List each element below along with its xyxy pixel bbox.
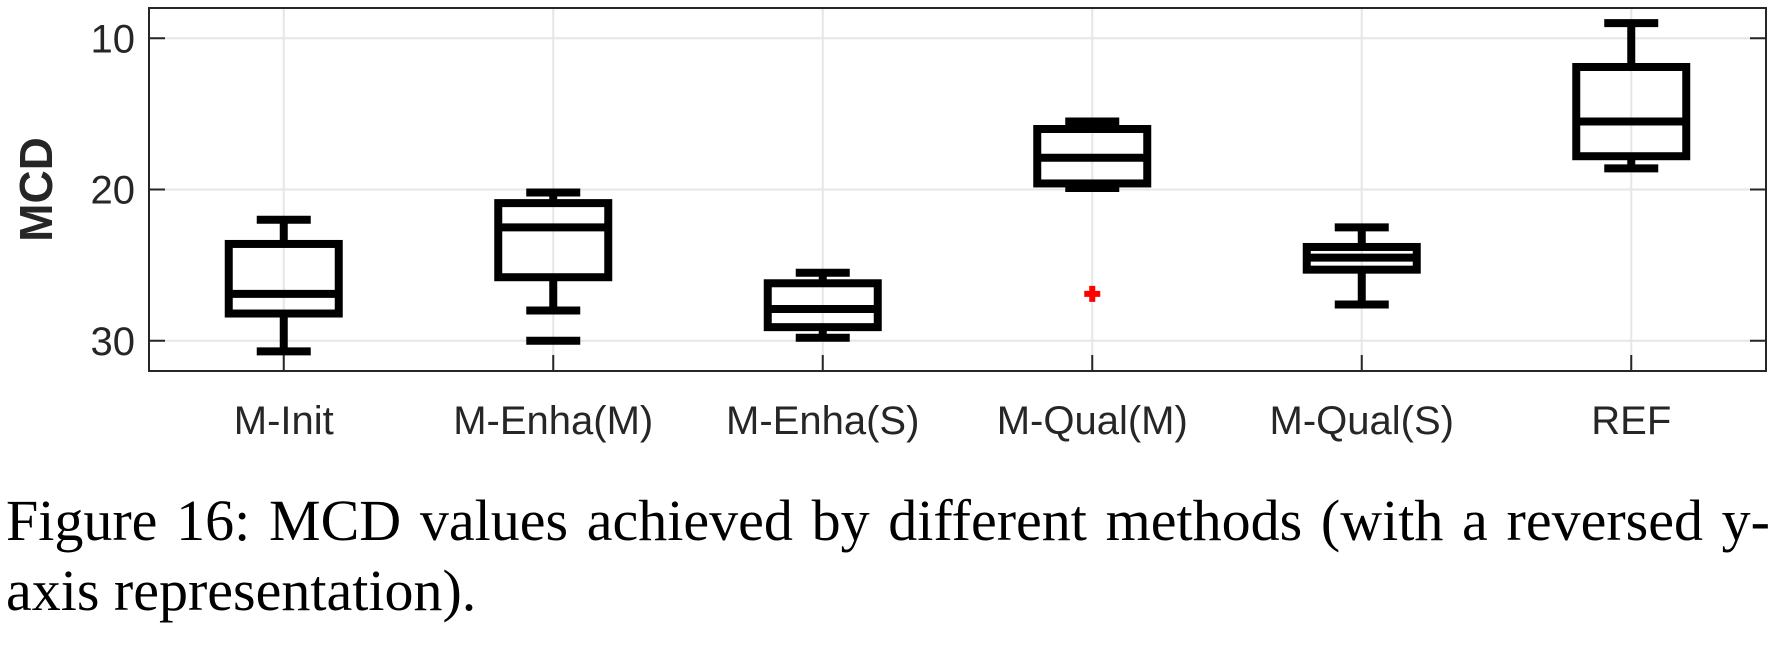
figure-caption: Figure 16: MCD values achieved by differ… — [6, 488, 1770, 623]
box-series — [224, 19, 1691, 356]
x-tick-label: M-Enha(S) — [726, 399, 919, 443]
x-tick-labels: M-Init M-Enha(M) M-Enha(S) M-Qual(M) M-Qual(… — [234, 399, 1672, 443]
boxplot-chart: 10 20 30 M-Init M-Enha(M) M-Enha(S) M-Qual(M)… — [10, 7, 1767, 443]
box-m-enha-m- — [494, 188, 613, 345]
iqr-box — [494, 199, 613, 282]
box-m-enha-s- — [763, 268, 882, 342]
box-m-init — [224, 215, 343, 356]
y-axis-label: MCD — [10, 137, 62, 242]
box-ref — [1572, 19, 1691, 173]
y-tick-label: 30 — [91, 320, 136, 364]
y-tick-labels: 10 20 30 — [91, 17, 136, 364]
axes — [148, 7, 1767, 372]
grid-lines — [149, 8, 1766, 371]
outlier-marker — [1084, 285, 1101, 302]
y-tick-label: 10 — [91, 17, 136, 61]
x-tick-label: M-Enha(M) — [453, 399, 653, 443]
box-m-qual-s- — [1302, 223, 1421, 309]
iqr-box — [224, 239, 343, 318]
iqr-box — [1572, 62, 1691, 161]
x-tick-label: REF — [1591, 399, 1671, 443]
x-tick-label: M-Init — [234, 399, 334, 443]
box-m-qual-m- — [1033, 117, 1152, 302]
y-tick-label: 20 — [91, 169, 136, 213]
x-tick-label: M-Qual(M) — [997, 399, 1188, 443]
x-tick-label: M-Qual(S) — [1270, 399, 1454, 443]
